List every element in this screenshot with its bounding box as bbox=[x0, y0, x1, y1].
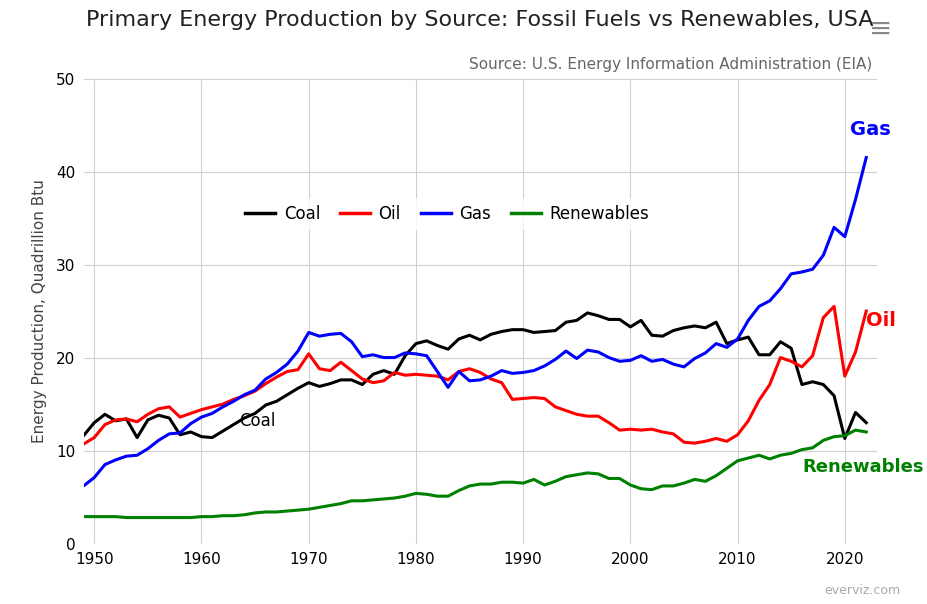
Y-axis label: Energy Production, Quadrillion Btu: Energy Production, Quadrillion Btu bbox=[32, 179, 47, 443]
Text: Oil: Oil bbox=[865, 311, 895, 330]
Text: ≡: ≡ bbox=[868, 14, 891, 42]
Text: Source: U.S. Energy Information Administration (EIA): Source: U.S. Energy Information Administ… bbox=[468, 57, 871, 72]
Text: Renewables: Renewables bbox=[801, 458, 922, 477]
Title: Primary Energy Production by Source: Fossil Fuels vs Renewables, USA: Primary Energy Production by Source: Fos… bbox=[86, 10, 873, 30]
Text: everviz.com: everviz.com bbox=[823, 583, 899, 597]
Legend: Coal, Oil, Gas, Renewables: Coal, Oil, Gas, Renewables bbox=[238, 199, 654, 230]
Text: Coal: Coal bbox=[239, 412, 275, 430]
Text: Gas: Gas bbox=[849, 120, 890, 139]
